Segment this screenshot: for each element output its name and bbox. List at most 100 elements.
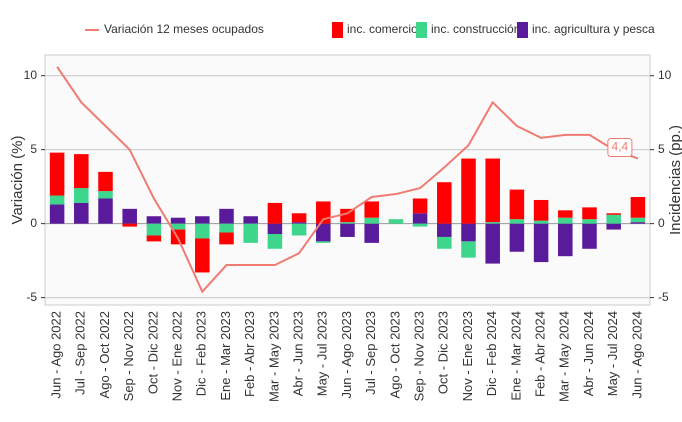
bar bbox=[146, 216, 162, 224]
x-tick-label: Jun - Ago 2022 bbox=[49, 311, 64, 398]
bar bbox=[412, 198, 428, 214]
y-tick-label: 0 bbox=[30, 216, 37, 230]
bar bbox=[558, 223, 573, 257]
bar bbox=[267, 233, 283, 249]
bar bbox=[195, 238, 210, 273]
x-tick-label: Sep - Nov 2022 bbox=[121, 311, 136, 401]
bar bbox=[74, 202, 89, 224]
bar bbox=[291, 213, 307, 223]
bar bbox=[582, 219, 597, 224]
y-axis-label: Variación (%) bbox=[9, 136, 26, 225]
bar bbox=[606, 223, 621, 230]
bar bbox=[122, 223, 137, 227]
bar bbox=[582, 223, 597, 249]
x-tick-label: Ago - Oct 2022 bbox=[97, 311, 112, 398]
bar bbox=[98, 171, 113, 192]
bar bbox=[219, 208, 234, 224]
bar bbox=[509, 189, 525, 220]
x-tick-label: Nov - Ene 2022 bbox=[170, 311, 185, 401]
x-tick-label: Jun - Ago 2023 bbox=[339, 311, 354, 398]
bar bbox=[98, 191, 113, 199]
x-tick-label: Abr - Jun 2024 bbox=[581, 311, 596, 396]
x-tick-label: Nov - Ene 2023 bbox=[460, 311, 475, 401]
bar bbox=[558, 210, 573, 218]
y2-axis-label: Incidencias (pp.) bbox=[667, 125, 682, 235]
x-tick-label: Oct - Dic 2023 bbox=[436, 311, 451, 394]
bar bbox=[412, 223, 428, 227]
y-tick-label: 5 bbox=[30, 142, 37, 156]
bar bbox=[316, 241, 331, 243]
bar bbox=[316, 223, 331, 242]
legend-label: inc. comercio bbox=[347, 22, 418, 36]
bar bbox=[485, 222, 500, 224]
y-tick-label: 10 bbox=[24, 68, 38, 82]
bar bbox=[437, 236, 452, 249]
legend-swatch bbox=[416, 22, 427, 38]
line bbox=[56, 66, 639, 294]
legend-swatch bbox=[332, 22, 343, 38]
legend-label: Variación 12 meses ocupados bbox=[104, 22, 264, 36]
bar bbox=[243, 216, 258, 224]
x-tick-label: Jul - Sep 2023 bbox=[363, 311, 378, 395]
bar bbox=[630, 222, 646, 224]
bar bbox=[606, 214, 621, 224]
x-tick-label: Abr - Jun 2023 bbox=[291, 311, 306, 396]
bar bbox=[340, 223, 355, 237]
bar bbox=[582, 207, 597, 220]
bar bbox=[485, 158, 500, 223]
bar bbox=[170, 223, 186, 230]
value-label-box bbox=[607, 138, 633, 158]
bar bbox=[74, 188, 89, 203]
bar bbox=[340, 208, 355, 223]
y2-tick-label: 0 bbox=[658, 216, 665, 230]
x-tick-label: May - Jul 2023 bbox=[315, 311, 330, 396]
bar bbox=[291, 223, 307, 236]
y2-tick-label: 5 bbox=[658, 142, 665, 156]
x-tick-label: Ago - Oct 2023 bbox=[387, 311, 402, 398]
legend-label: inc. construcción bbox=[431, 22, 520, 36]
bar bbox=[509, 223, 525, 252]
bar bbox=[170, 217, 186, 224]
bar bbox=[340, 222, 355, 224]
bar bbox=[219, 232, 234, 245]
bar bbox=[98, 198, 113, 224]
x-tick-label: Sep - Nov 2023 bbox=[412, 311, 427, 401]
x-tick-label: Ene - Mar 2023 bbox=[218, 311, 233, 401]
bar bbox=[412, 213, 428, 224]
legend-swatch bbox=[517, 22, 528, 38]
bar bbox=[509, 219, 525, 224]
bar bbox=[364, 217, 379, 224]
bar bbox=[461, 158, 476, 224]
x-tick-label: Ene - Mar 2024 bbox=[508, 311, 523, 401]
plot-area bbox=[44, 54, 651, 306]
y2-tick-label: 10 bbox=[658, 68, 672, 82]
bar bbox=[49, 152, 65, 196]
bar bbox=[267, 223, 283, 234]
x-tick-label: Mar - May 2023 bbox=[266, 311, 281, 402]
bar bbox=[364, 223, 379, 243]
bar bbox=[388, 219, 404, 224]
bar bbox=[122, 208, 137, 224]
bar bbox=[219, 223, 234, 233]
bar bbox=[243, 223, 258, 243]
bar bbox=[195, 216, 210, 224]
bar bbox=[437, 223, 452, 237]
y-tick-label: -5 bbox=[26, 290, 37, 304]
bar bbox=[267, 202, 283, 224]
bar bbox=[630, 217, 646, 223]
bar bbox=[533, 223, 549, 263]
x-tick-label: Feb - Abr 2024 bbox=[533, 311, 548, 397]
bar bbox=[461, 241, 476, 258]
x-tick-label: Feb - Abr 2023 bbox=[242, 311, 257, 397]
x-tick-label: Oct - Dic 2022 bbox=[145, 311, 160, 394]
x-tick-label: Dic - Feb 2023 bbox=[194, 311, 209, 396]
bar bbox=[146, 235, 162, 242]
x-tick-label: Mar - May 2024 bbox=[557, 311, 572, 402]
bar bbox=[291, 222, 307, 224]
y2-tick-label: -5 bbox=[658, 290, 669, 304]
x-tick-label: Jun - Ago 2024 bbox=[629, 311, 644, 398]
bar bbox=[364, 201, 379, 218]
bar bbox=[49, 204, 65, 224]
bar bbox=[146, 223, 162, 236]
